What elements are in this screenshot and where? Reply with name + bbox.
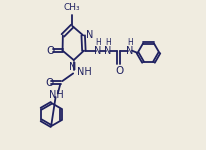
Text: N: N <box>104 46 111 56</box>
Text: N: N <box>94 46 101 56</box>
Text: O: O <box>45 78 53 88</box>
Text: H: H <box>104 38 110 47</box>
Text: N: N <box>85 30 92 40</box>
Text: O: O <box>47 46 55 56</box>
Text: H: H <box>94 38 100 47</box>
Text: NH: NH <box>76 67 91 77</box>
Text: O: O <box>115 66 123 76</box>
Text: N: N <box>69 61 76 72</box>
Text: N: N <box>125 46 133 56</box>
Text: H: H <box>126 38 132 47</box>
Text: CH₃: CH₃ <box>64 3 80 12</box>
Text: NH: NH <box>49 90 63 100</box>
